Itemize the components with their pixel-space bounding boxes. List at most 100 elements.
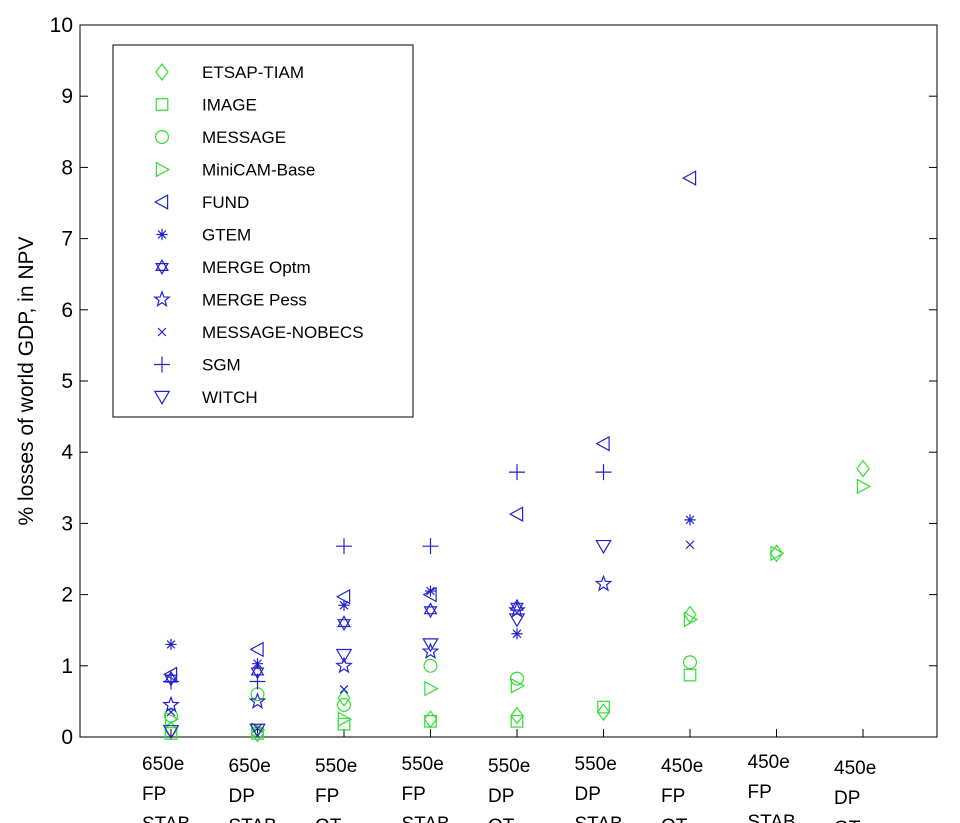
point-sgm — [509, 464, 525, 481]
point-message-nobecs — [166, 707, 176, 717]
legend-label: ETSAP-TIAM — [202, 63, 304, 82]
y-axis: 0 1 2 3 4 5 6 7 8 9 10 — [50, 14, 937, 749]
legend-marker-fund — [153, 194, 169, 210]
legend-entry-merge-pess: MERGE Pess — [153, 290, 307, 310]
x-tick-label: 650e — [142, 754, 184, 775]
x-tick-label: STAB — [142, 814, 190, 823]
point-image — [510, 714, 524, 728]
legend-label: FUND — [202, 193, 249, 212]
point-minicam-base — [856, 478, 872, 495]
x-tick-label: FP — [402, 784, 426, 805]
point-message-nobecs — [339, 684, 349, 694]
point-gtem — [424, 585, 437, 597]
y-tick-label: 8 — [61, 156, 73, 179]
legend-marker-minicam-base — [155, 161, 171, 178]
point-witch — [249, 723, 266, 738]
x-tick-label: 450e — [748, 752, 790, 773]
point-message — [510, 671, 525, 686]
x-tick-label: FP — [315, 786, 339, 807]
x-tick-label: 550e — [575, 754, 617, 775]
x-axis: 650e FP STAB 650e DP STAB 550e FP OT 550e FP STAB 55… — [142, 729, 876, 823]
point-gtem — [165, 638, 177, 651]
point-minicam-base — [424, 680, 439, 697]
point-sgm — [422, 538, 439, 555]
point-merge-pess — [594, 574, 613, 592]
y-tick-label: 3 — [61, 512, 73, 535]
point-image — [683, 668, 697, 682]
legend: ETSAP-TIAM IMAGE MESSAGE MiniCAM-Base FUND GT… — [112, 44, 414, 418]
point-message — [423, 658, 438, 673]
x-tick-label: DP — [575, 784, 601, 805]
point-minicam-base — [251, 722, 266, 738]
legend-marker-message — [155, 130, 170, 145]
legend-marker-message-nobecs — [157, 327, 167, 337]
legend-entry-message-nobecs: MESSAGE-NOBECS — [157, 323, 364, 342]
point-sgm — [595, 464, 612, 481]
y-tick-label: 4 — [61, 441, 73, 464]
x-tick-label: 550e — [402, 754, 444, 775]
x-tick-label: OT — [834, 818, 861, 823]
x-tick-label: DP — [488, 786, 514, 807]
point-message — [337, 697, 352, 712]
point-fund — [249, 641, 264, 658]
point-image — [597, 700, 610, 714]
point-merge-pess — [248, 692, 267, 709]
y-tick-label: 2 — [61, 584, 73, 607]
legend-label: SGM — [202, 356, 241, 375]
point-witch — [508, 613, 526, 628]
point-etsap-tiam — [769, 544, 784, 563]
point-etsap-tiam — [683, 605, 697, 624]
x-tick-label: STAB — [229, 816, 277, 823]
legend-marker-image — [155, 98, 169, 111]
point-minicam-base — [683, 611, 699, 628]
point-minicam-base — [510, 677, 526, 694]
point-gtem — [338, 599, 350, 611]
point-fund — [681, 170, 697, 186]
point-witch — [595, 539, 612, 555]
data-points — [162, 170, 872, 743]
legend-marker-witch — [153, 390, 171, 405]
point-minicam-base — [337, 711, 353, 728]
legend-label: MESSAGE-NOBECS — [202, 323, 364, 342]
point-minicam-base — [164, 711, 180, 728]
point-message — [682, 655, 697, 670]
legend-marker-sgm — [154, 356, 170, 373]
legend-label: GTEM — [202, 226, 251, 245]
x-tick-label: STAB — [575, 814, 623, 823]
legend-entry-image: IMAGE — [155, 96, 257, 115]
point-etsap-tiam — [856, 459, 870, 478]
point-image — [424, 714, 437, 728]
point-gtem — [684, 514, 696, 526]
x-tick-label: 450e — [834, 758, 876, 779]
x-tick-label: DP — [834, 788, 860, 809]
point-merge-pess — [335, 656, 353, 674]
y-tick-label: 9 — [61, 85, 73, 108]
point-merge-pess — [162, 695, 180, 713]
legend-entry-gtem: GTEM — [156, 226, 251, 245]
x-tick-label: FP — [142, 784, 166, 805]
legend-label: MERGE Pess — [202, 291, 307, 310]
legend-entry-sgm: SGM — [154, 356, 241, 375]
x-tick-label: FP — [661, 786, 685, 807]
point-message-nobecs — [685, 540, 695, 550]
point-witch — [162, 725, 180, 740]
point-minicam-base — [770, 545, 785, 562]
legend-label: MERGE Optm — [202, 258, 311, 277]
x-tick-label: OT — [315, 816, 342, 823]
y-tick-label: 7 — [61, 228, 73, 251]
y-tick-label: 10 — [50, 14, 73, 37]
legend-marker-merge-pess — [153, 290, 171, 308]
y-tick-label: 6 — [61, 299, 73, 322]
x-tick-label: OT — [488, 816, 515, 823]
x-tick-label: 550e — [488, 756, 530, 777]
point-witch — [422, 638, 439, 653]
y-tick-label: 0 — [61, 726, 73, 749]
point-merge-optm — [337, 615, 351, 632]
x-tick-label: FP — [748, 782, 772, 803]
point-sgm — [336, 538, 352, 555]
point-etsap-tiam — [337, 688, 351, 707]
point-etsap-tiam — [596, 703, 611, 722]
legend-marker-gtem — [156, 228, 168, 241]
point-gtem — [511, 628, 523, 640]
